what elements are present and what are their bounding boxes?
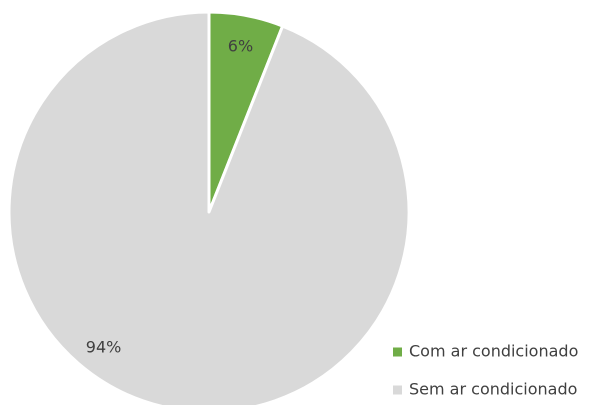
pie-data-label-1: 6% <box>228 36 253 55</box>
pie-slices <box>7 10 411 405</box>
pie-data-label-2: 94% <box>86 337 122 356</box>
legend: Com ar condicionado Sem ar condicionado <box>393 342 578 399</box>
pie-data-labels: 6% 94% <box>86 36 253 356</box>
pie-slice-2 <box>7 10 411 405</box>
legend-label-1: Com ar condicionado <box>409 342 578 361</box>
legend-swatch-1 <box>393 347 402 357</box>
legend-item-2: Sem ar condicionado <box>393 380 577 399</box>
legend-label-2: Sem ar condicionado <box>409 380 577 399</box>
legend-swatch-2 <box>393 385 402 395</box>
legend-item-1: Com ar condicionado <box>393 342 578 361</box>
